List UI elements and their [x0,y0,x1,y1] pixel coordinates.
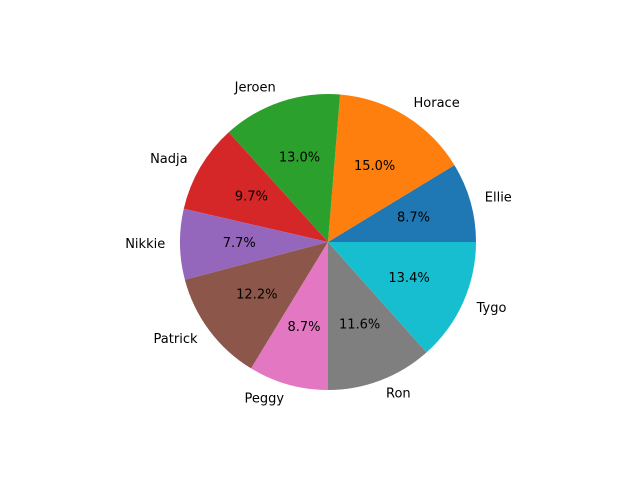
pie-slice-horace [328,94,455,243]
slice-percent-patrick: 12.2% [236,288,277,303]
pie-slices [179,93,476,390]
slice-percent-nadja: 9.7% [235,190,268,205]
pie-slice-nadja [183,132,328,242]
pie-slice-nikkie [179,208,328,280]
slice-label-ron: Ron [386,387,411,402]
pie-slice-ron [328,242,427,390]
slice-label-jeroen: Jeroen [234,80,276,95]
pie-labels: Ellie 8.7% Horace 15.0% Jeroen 13.0% Nadja 9.7%… [125,80,512,406]
slice-percent-peggy: 8.7% [288,320,321,335]
pie-slice-peggy [251,242,328,390]
slice-label-nadja: Nadja [150,152,188,167]
slice-label-nikkie: Nikkie [125,237,165,252]
pie-slice-jeroen [228,93,341,242]
slice-label-ellie: Ellie [485,191,512,206]
slice-label-peggy: Peggy [244,391,284,406]
slice-label-tygo: Tygo [476,301,507,316]
slice-percent-horace: 15.0% [354,159,395,174]
slice-percent-ellie: 8.7% [397,211,430,226]
pie-slice-ellie [328,165,476,242]
slice-label-horace: Horace [414,96,460,111]
slice-percent-jeroen: 13.0% [279,150,320,165]
pie-slice-tygo [328,242,476,353]
pie-slice-patrick [184,242,328,369]
slice-label-patrick: Patrick [154,332,198,347]
slice-percent-ron: 11.6% [339,317,380,332]
slice-percent-tygo: 13.4% [388,271,429,286]
slice-percent-nikkie: 7.7% [223,236,256,251]
